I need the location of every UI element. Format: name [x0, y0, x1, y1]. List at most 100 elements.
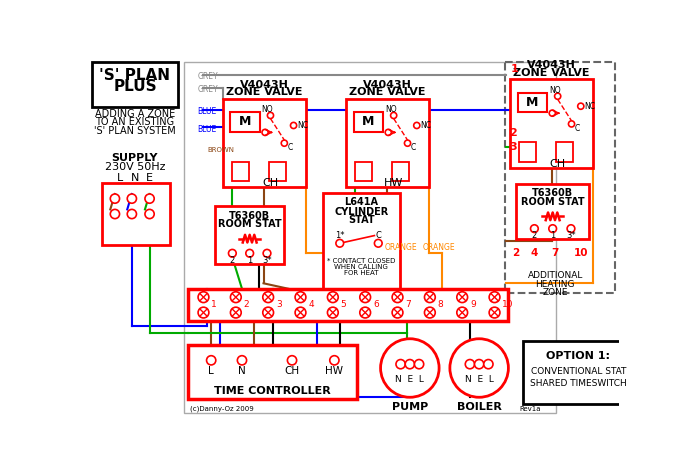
Text: NO: NO	[262, 105, 273, 114]
Text: WHEN CALLING: WHEN CALLING	[335, 264, 388, 270]
Text: 9: 9	[470, 300, 475, 309]
Text: 4: 4	[308, 300, 314, 309]
Circle shape	[569, 121, 575, 127]
Text: 3*: 3*	[262, 256, 272, 265]
Text: BLUE: BLUE	[197, 107, 217, 116]
Text: CONVENTIONAL STAT: CONVENTIONAL STAT	[531, 367, 626, 376]
Circle shape	[246, 249, 253, 257]
Circle shape	[127, 209, 137, 219]
Text: PUMP: PUMP	[392, 402, 428, 411]
Bar	[523, 341, 635, 404]
Circle shape	[198, 307, 209, 318]
Text: V4043H: V4043H	[363, 80, 412, 90]
Text: 230V 50Hz: 230V 50Hz	[105, 162, 165, 172]
Text: 'S' PLAN: 'S' PLAN	[99, 68, 170, 83]
Circle shape	[385, 129, 391, 135]
Text: 1: 1	[550, 231, 555, 240]
Text: 2: 2	[244, 300, 249, 309]
Circle shape	[110, 194, 119, 203]
Text: V4043H: V4043H	[240, 80, 288, 90]
Text: STAT: STAT	[348, 215, 375, 225]
Text: N  E  L: N E L	[464, 375, 493, 384]
Text: 7: 7	[405, 300, 411, 309]
Text: 2: 2	[532, 231, 537, 240]
Text: SHARED TIMESWITCH: SHARED TIMESWITCH	[530, 379, 627, 388]
Text: ZONE: ZONE	[542, 288, 568, 297]
Text: 3: 3	[276, 300, 282, 309]
Circle shape	[295, 307, 306, 318]
Circle shape	[489, 292, 500, 302]
Bar	[346, 98, 429, 187]
Text: BOILER: BOILER	[457, 402, 502, 411]
Circle shape	[549, 110, 555, 116]
Bar	[188, 289, 508, 321]
Text: 1: 1	[211, 300, 217, 309]
Circle shape	[415, 359, 424, 369]
Text: 3: 3	[509, 142, 517, 152]
Text: NC: NC	[297, 121, 308, 130]
Text: ORANGE: ORANGE	[423, 242, 455, 252]
Bar	[188, 345, 357, 399]
Circle shape	[396, 359, 405, 369]
Circle shape	[328, 307, 338, 318]
Text: BLUE: BLUE	[197, 125, 217, 134]
Text: GREY: GREY	[197, 85, 218, 94]
Text: * CONTACT CLOSED: * CONTACT CLOSED	[327, 258, 395, 264]
Text: PLUS: PLUS	[113, 80, 157, 95]
Circle shape	[578, 103, 584, 110]
Text: TO AN EXISTING: TO AN EXISTING	[95, 117, 175, 127]
Text: 1: 1	[247, 256, 253, 265]
Circle shape	[328, 292, 338, 302]
Circle shape	[424, 307, 435, 318]
Circle shape	[404, 140, 411, 146]
Text: M: M	[362, 116, 375, 129]
Bar	[516, 184, 589, 240]
Circle shape	[457, 292, 468, 302]
Text: N  E  L: N E L	[395, 375, 424, 384]
Text: M: M	[239, 116, 251, 129]
Text: C: C	[375, 231, 381, 240]
Circle shape	[450, 339, 509, 397]
Bar	[505, 62, 615, 293]
Text: SUPPLY: SUPPLY	[112, 153, 158, 163]
Circle shape	[282, 140, 288, 146]
Bar	[269, 161, 286, 181]
Bar	[355, 161, 372, 181]
Text: L641A: L641A	[344, 197, 378, 207]
Circle shape	[414, 122, 420, 129]
Circle shape	[555, 93, 561, 99]
Text: N: N	[238, 366, 246, 376]
Text: 'S' PLAN SYSTEM: 'S' PLAN SYSTEM	[94, 126, 176, 136]
Circle shape	[375, 240, 382, 247]
Text: ROOM STAT: ROOM STAT	[218, 219, 282, 229]
Text: 2: 2	[230, 256, 235, 265]
Circle shape	[230, 307, 241, 318]
Text: CH: CH	[262, 178, 279, 188]
Circle shape	[237, 356, 246, 365]
Bar	[184, 62, 556, 413]
Text: BROWN: BROWN	[207, 147, 235, 153]
Circle shape	[489, 307, 500, 318]
Text: E: E	[146, 173, 153, 183]
Text: FOR HEAT: FOR HEAT	[344, 271, 379, 276]
Text: C: C	[288, 143, 293, 152]
Text: CYLINDER: CYLINDER	[334, 207, 388, 217]
Circle shape	[127, 194, 137, 203]
Bar	[510, 79, 593, 168]
Text: 1*: 1*	[335, 231, 344, 240]
Text: CH: CH	[550, 159, 566, 169]
Text: 10: 10	[502, 300, 514, 309]
Circle shape	[288, 356, 297, 365]
Circle shape	[567, 225, 575, 233]
Text: 3*: 3*	[566, 231, 575, 240]
Bar	[556, 142, 573, 161]
Circle shape	[110, 209, 119, 219]
Text: ZONE VALVE: ZONE VALVE	[513, 68, 590, 78]
Text: 8: 8	[437, 300, 443, 309]
Circle shape	[295, 292, 306, 302]
Circle shape	[484, 359, 493, 369]
Text: GREY: GREY	[197, 72, 218, 80]
Circle shape	[391, 112, 397, 118]
Circle shape	[330, 356, 339, 365]
Circle shape	[359, 292, 371, 302]
